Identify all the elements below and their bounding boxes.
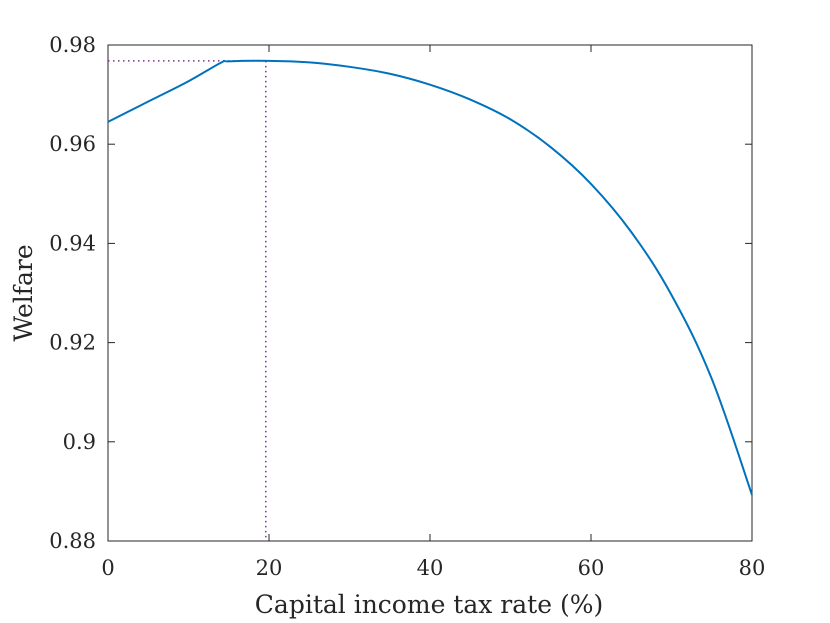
y-tick-label: 0.92	[49, 331, 96, 355]
x-tick-label: 0	[101, 556, 114, 580]
y-tick-label: 0.98	[49, 33, 96, 57]
x-axis-title: Capital income tax rate (%)	[255, 590, 603, 619]
welfare-series-line	[107, 59, 753, 496]
tick-marks	[107, 44, 753, 542]
plot-frame	[107, 44, 753, 542]
x-axis-tick-labels: 0 20 40 60 80	[101, 556, 765, 580]
plot-area	[107, 44, 753, 542]
y-tick-label: 0.96	[49, 132, 96, 156]
y-tick-label: 0.94	[49, 231, 96, 255]
x-tick-label: 60	[578, 556, 605, 580]
y-axis-tick-labels: 0.88 0.9 0.92 0.94 0.96 0.98	[49, 33, 96, 553]
x-tick-label: 40	[417, 556, 444, 580]
x-tick-label: 80	[739, 556, 766, 580]
series-layer	[107, 59, 753, 496]
y-axis-title: Welfare	[9, 244, 38, 341]
y-tick-label: 0.88	[49, 529, 96, 553]
y-tick-label: 0.9	[63, 430, 96, 454]
optimum-marker-lines	[108, 60, 267, 541]
x-tick-label: 20	[256, 556, 283, 580]
